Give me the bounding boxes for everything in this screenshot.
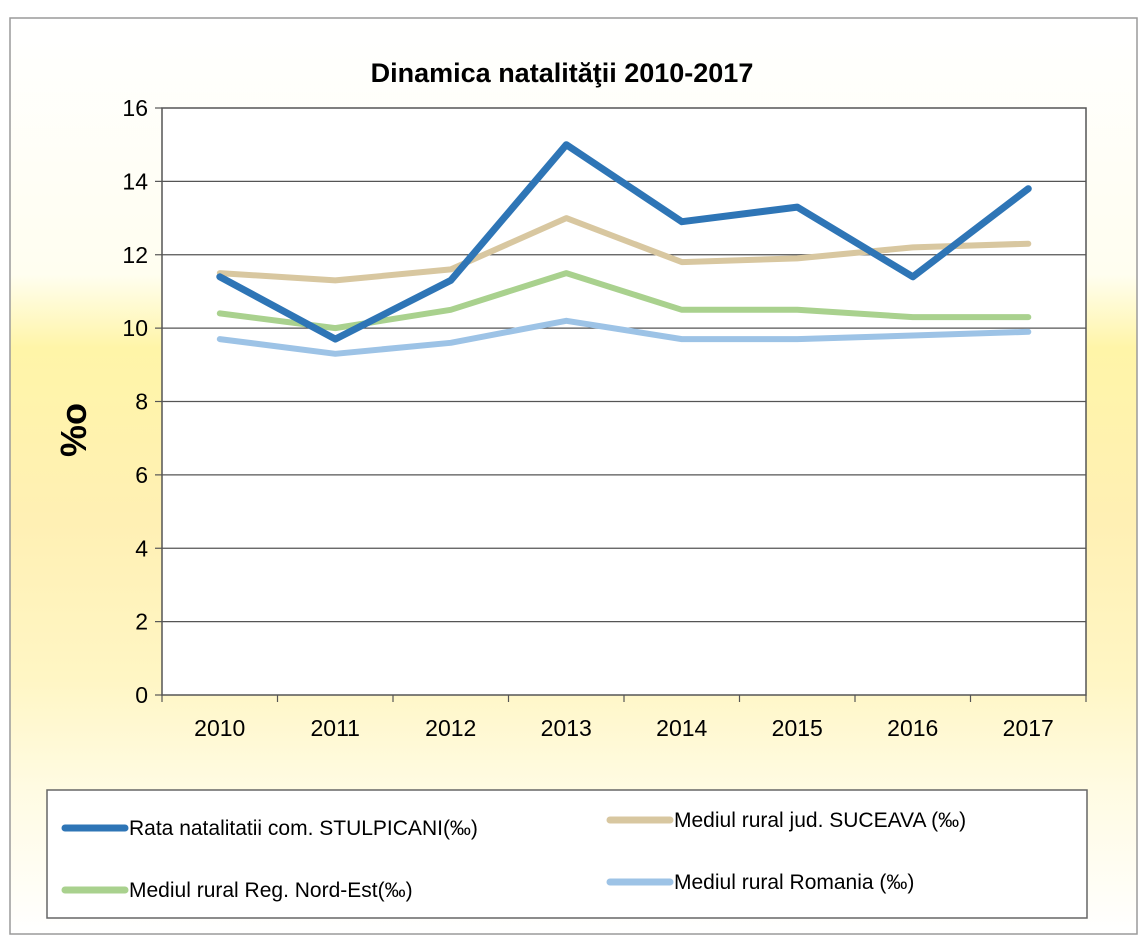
data-point — [910, 245, 915, 250]
x-tick-label: 2013 — [541, 715, 592, 741]
data-point — [910, 274, 915, 279]
data-point — [679, 219, 684, 224]
series-line-1 — [216, 215, 1032, 284]
series-line-0 — [216, 141, 1032, 343]
data-point — [333, 337, 338, 342]
data-point — [564, 271, 569, 276]
x-tick-label: 2014 — [656, 715, 707, 741]
data-point — [448, 340, 453, 345]
data-point — [564, 318, 569, 323]
data-point — [679, 307, 684, 312]
x-axis-ticks: 2010 2011 2012 2013 2014 2015 2016 2017 — [161, 695, 1087, 741]
data-point — [679, 337, 684, 342]
data-point — [217, 311, 222, 316]
data-point — [333, 351, 338, 356]
chart-title: Dinamica natalităţii 2010-2017 — [371, 58, 754, 88]
data-point — [795, 205, 800, 210]
data-point — [910, 315, 915, 320]
y-tick-label: 10 — [122, 315, 148, 341]
x-tick-label: 2016 — [887, 715, 938, 741]
y-axis-ticks: 0 2 4 6 8 10 12 14 16 — [122, 95, 162, 708]
y-tick-label: 2 — [135, 609, 148, 635]
legend: Rata natalitatii com. STULPICANI(‰) Mediu… — [61, 809, 966, 902]
y-tick-label: 4 — [135, 535, 148, 561]
series-line-3 — [216, 317, 1032, 357]
x-tick-label: 2012 — [425, 715, 476, 741]
data-point — [679, 260, 684, 265]
data-point — [217, 337, 222, 342]
x-tick-label: 2017 — [1003, 715, 1054, 741]
y-axis-label: %o — [53, 403, 94, 457]
data-series — [216, 141, 1032, 357]
y-tick-label: 6 — [135, 462, 148, 488]
x-tick-label: 2015 — [772, 715, 823, 741]
data-point — [1026, 186, 1031, 191]
data-point — [1026, 241, 1031, 246]
data-point — [1026, 315, 1031, 320]
x-tick-label: 2011 — [311, 715, 360, 741]
data-point — [333, 278, 338, 283]
x-tick-label: 2010 — [194, 715, 245, 741]
data-point — [448, 278, 453, 283]
y-tick-label: 14 — [122, 168, 148, 194]
data-point — [795, 337, 800, 342]
series-line-2 — [216, 270, 1032, 332]
y-tick-label: 16 — [122, 95, 148, 121]
data-point — [448, 267, 453, 272]
data-point — [795, 307, 800, 312]
y-tick-label: 0 — [135, 682, 148, 708]
legend-label-1: Mediul rural jud. SUCEAVA (‰) — [674, 809, 966, 832]
data-point — [564, 216, 569, 221]
data-point — [1026, 329, 1031, 334]
legend-label-3: Mediul rural Romania (‰) — [674, 871, 914, 894]
y-tick-label: 12 — [122, 242, 148, 268]
data-point — [217, 274, 222, 279]
legend-label-2: Mediul rural Reg. Nord-Est(‰) — [129, 879, 413, 902]
data-point — [448, 307, 453, 312]
data-point — [795, 256, 800, 261]
data-point — [333, 326, 338, 331]
legend-box — [46, 789, 1088, 919]
data-point — [564, 142, 569, 147]
data-point — [910, 333, 915, 338]
y-tick-label: 8 — [135, 389, 148, 415]
legend-label-0: Rata natalitatii com. STULPICANI(‰) — [129, 817, 478, 840]
